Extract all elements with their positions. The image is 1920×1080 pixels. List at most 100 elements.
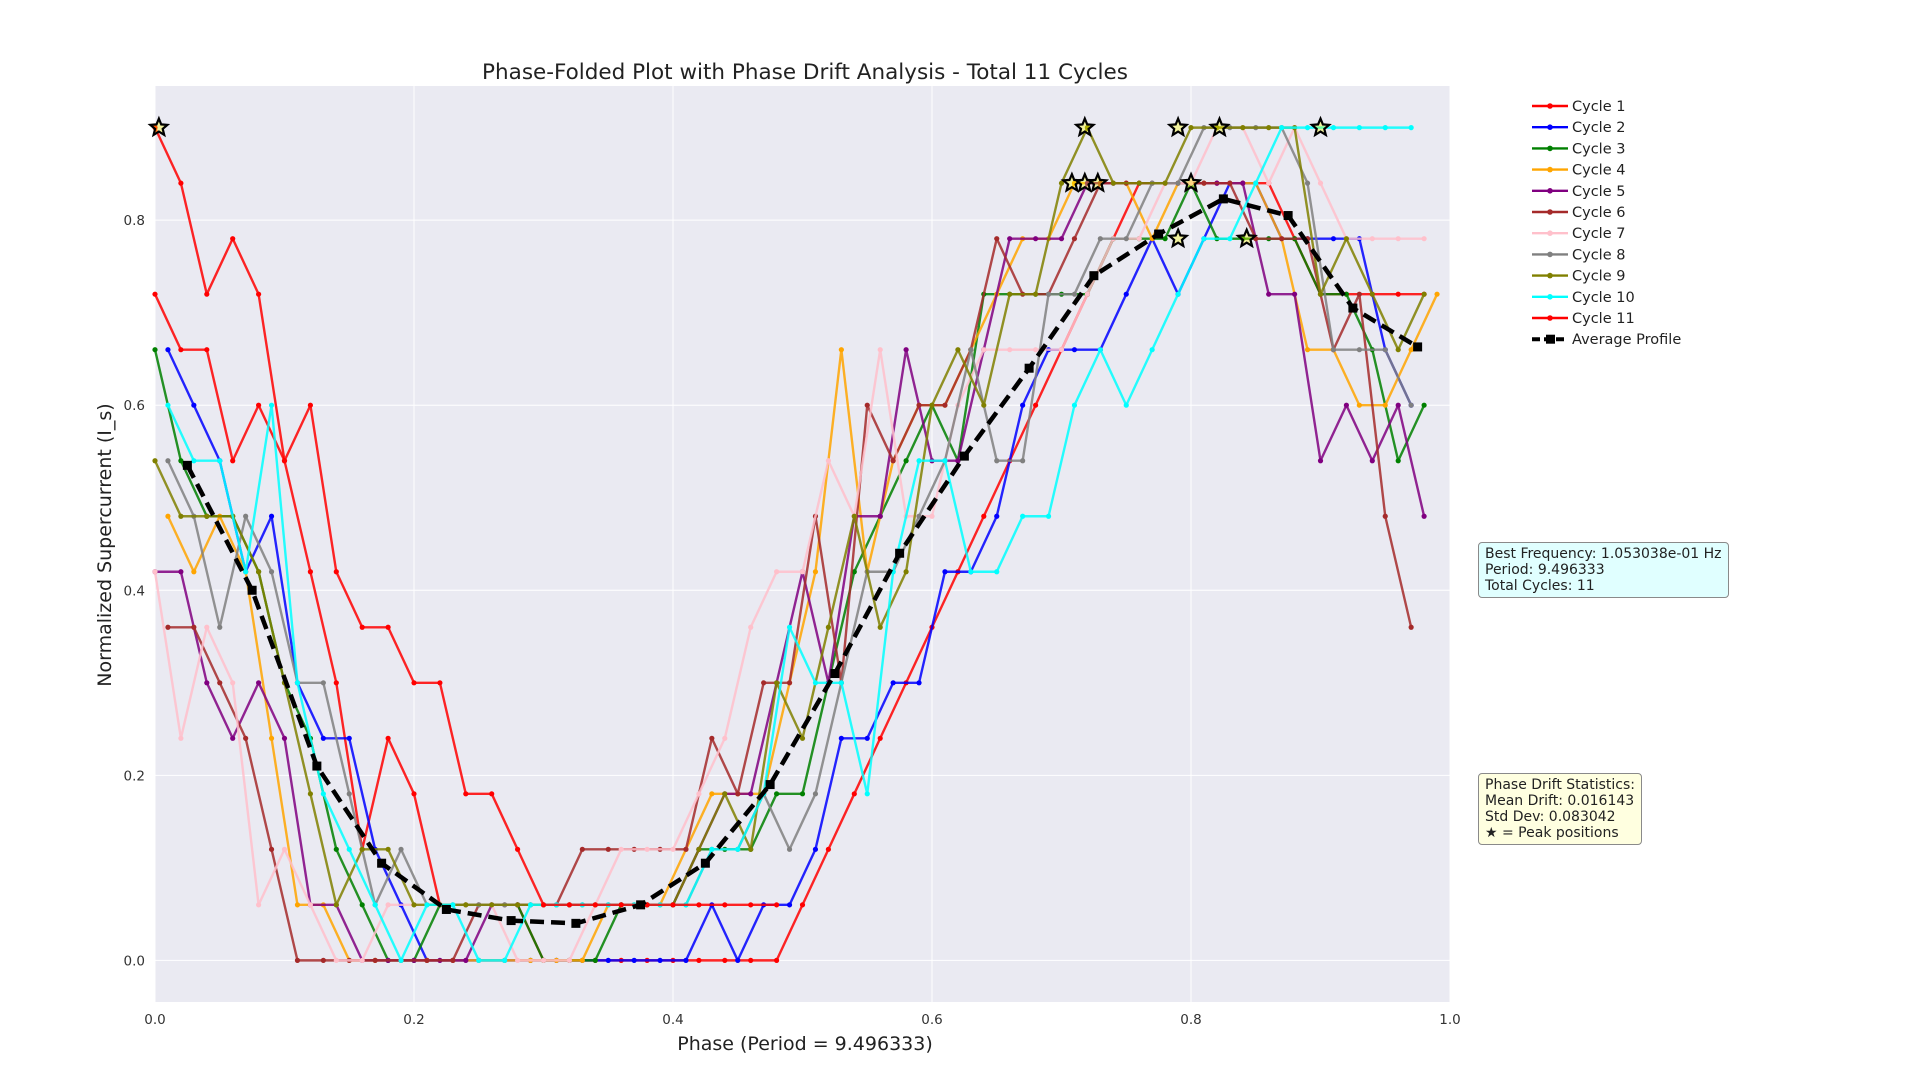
data-point	[722, 791, 728, 797]
legend-marker	[1547, 124, 1553, 130]
data-point	[696, 791, 702, 797]
data-point	[955, 347, 961, 353]
average-point	[377, 858, 387, 868]
data-point	[256, 402, 262, 408]
data-point	[346, 846, 352, 852]
data-point	[294, 957, 301, 963]
peak-markers	[147, 115, 1332, 249]
data-point	[204, 291, 210, 297]
data-point	[1240, 125, 1246, 131]
data-point	[1304, 347, 1311, 353]
data-point	[786, 846, 793, 852]
data-point	[903, 458, 909, 464]
peak-star-icon	[1309, 115, 1332, 138]
data-point	[411, 902, 417, 908]
drift-heading: Phase Drift Statistics:	[1485, 777, 1636, 793]
data-point	[1421, 236, 1427, 242]
data-point	[1033, 236, 1039, 242]
average-point	[1283, 211, 1293, 221]
data-point	[592, 957, 598, 963]
data-point	[385, 624, 391, 630]
data-point	[1330, 236, 1337, 242]
peak-star-icon	[1166, 115, 1190, 138]
data-point	[230, 458, 236, 464]
data-point	[994, 236, 1000, 242]
legend-label: Cycle 6	[1572, 205, 1625, 221]
data-point	[243, 735, 249, 741]
data-point	[864, 791, 870, 797]
data-point	[178, 513, 184, 519]
data-point	[955, 458, 961, 464]
data-point	[1136, 236, 1142, 242]
data-point	[217, 680, 223, 686]
data-point	[1356, 347, 1362, 353]
data-point	[1369, 291, 1375, 297]
data-point	[1097, 347, 1103, 353]
data-point	[1330, 125, 1337, 131]
data-point	[307, 402, 313, 408]
data-point	[864, 402, 870, 408]
data-point	[204, 347, 210, 353]
legend-marker	[1547, 166, 1553, 173]
data-point	[1279, 236, 1285, 242]
data-point	[307, 791, 313, 797]
data-point	[851, 791, 857, 797]
legend-marker	[1547, 103, 1553, 109]
data-point	[877, 347, 883, 353]
x-tick-label: 0.2	[403, 1012, 424, 1028]
average-point	[1154, 229, 1164, 239]
data-point	[774, 902, 780, 908]
data-point	[812, 846, 819, 852]
data-point	[217, 458, 223, 464]
peak-note-text: ★ = Peak positions	[1485, 825, 1619, 841]
legend-label: Cycle 4	[1572, 163, 1625, 179]
data-point	[968, 569, 974, 575]
data-point	[786, 624, 793, 630]
legend-marker	[1547, 272, 1553, 279]
data-point	[1382, 125, 1388, 131]
data-point	[333, 846, 339, 852]
data-point	[204, 624, 210, 630]
average-point	[506, 916, 516, 926]
data-point	[165, 513, 171, 519]
data-point	[1201, 180, 1207, 186]
data-point	[191, 569, 197, 575]
data-point	[748, 902, 754, 908]
data-point	[1033, 291, 1039, 297]
data-point	[204, 513, 210, 519]
data-point	[1266, 180, 1272, 186]
data-point	[307, 902, 313, 908]
data-point	[670, 902, 676, 908]
data-point	[450, 957, 456, 963]
data-point	[1395, 458, 1401, 464]
data-point	[838, 347, 844, 353]
data-point	[1395, 347, 1401, 353]
data-point	[346, 735, 352, 741]
data-point	[1020, 458, 1026, 464]
data-point	[1317, 180, 1324, 186]
data-point	[942, 402, 948, 408]
average-point	[1024, 363, 1034, 373]
axis-ticks: 0.0 0.2 0.4 0.6 0.8 1.0 0.0 0.2 0.4 0.6 0.8	[124, 213, 1461, 1028]
average-point	[830, 669, 840, 679]
data-point	[709, 735, 715, 741]
data-point	[320, 791, 326, 797]
x-tick-label: 0.0	[144, 1012, 165, 1028]
legend-label: Average Profile	[1572, 332, 1681, 348]
data-point	[178, 347, 184, 353]
data-point	[916, 458, 922, 464]
data-point	[592, 902, 598, 908]
average-point	[441, 904, 451, 914]
data-point	[1020, 402, 1026, 408]
data-point	[566, 902, 573, 908]
data-point	[670, 846, 676, 852]
legend-marker	[1547, 209, 1553, 215]
peak-star-icon	[1086, 171, 1110, 193]
average-point	[765, 780, 775, 790]
data-point	[333, 569, 339, 575]
data-point	[1071, 402, 1078, 408]
legend-label: Cycle 11	[1572, 311, 1635, 327]
data-point	[1175, 180, 1181, 186]
data-point	[968, 347, 974, 353]
data-point	[1434, 291, 1440, 297]
